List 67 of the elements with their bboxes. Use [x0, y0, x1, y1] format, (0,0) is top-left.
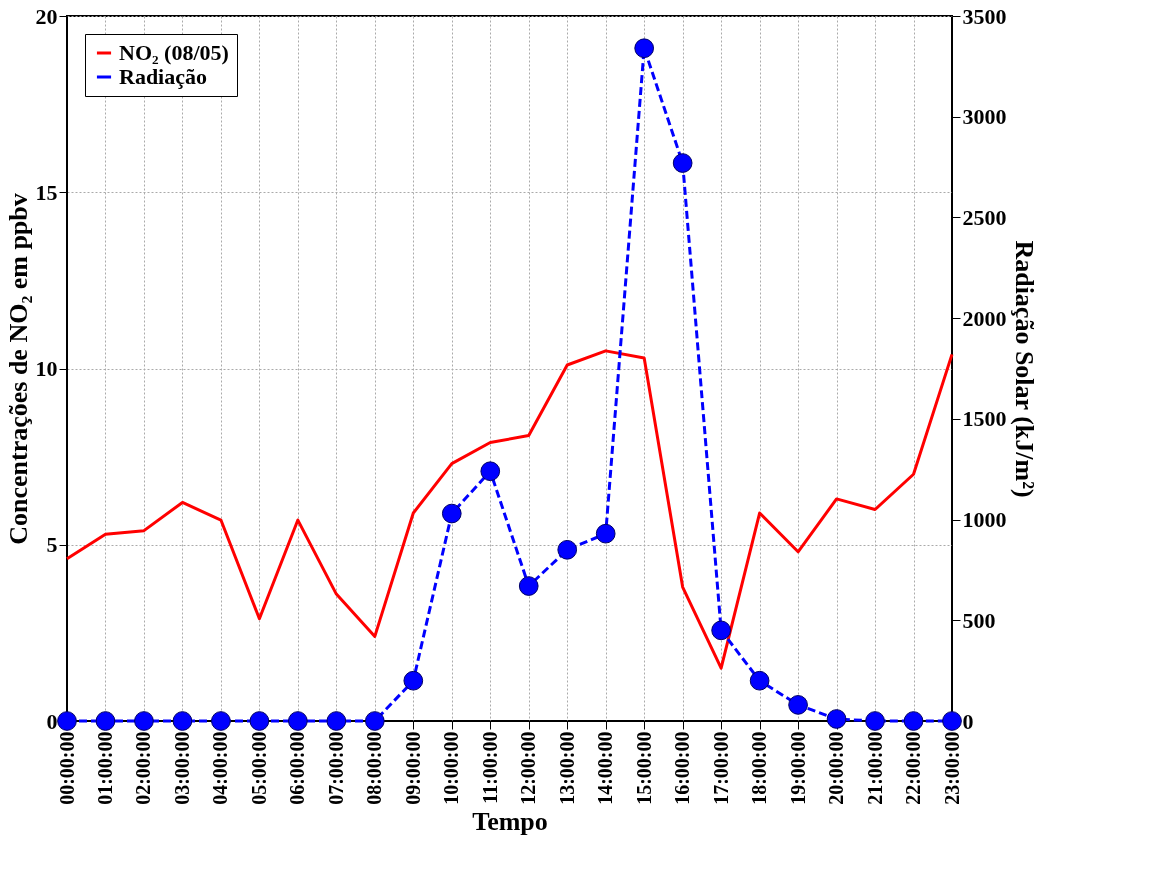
y2-tick-label: 2000	[962, 305, 1007, 331]
x-axis-title: Tempo	[472, 806, 548, 836]
x-tick-label: 15:00:00	[632, 731, 655, 805]
point	[480, 461, 501, 482]
x-tick-label: 01:00:00	[93, 731, 116, 805]
point	[942, 711, 962, 731]
x-tick-label: 05:00:00	[247, 731, 270, 805]
point	[557, 539, 578, 560]
point	[326, 711, 347, 731]
point	[518, 576, 539, 596]
x-tick-label: 08:00:00	[363, 731, 386, 805]
x-tick-label: 11:00:00	[478, 731, 501, 804]
x-tick-label: 21:00:00	[863, 731, 886, 805]
point	[634, 38, 655, 59]
y2-tick-label: 1500	[962, 406, 1007, 432]
point	[711, 620, 731, 641]
x-tick-label: 09:00:00	[401, 731, 424, 805]
y2-tick-label: 3000	[962, 104, 1007, 130]
x-tick-label: 16:00:00	[671, 731, 694, 805]
point	[134, 711, 154, 731]
y2-tick-label: 500	[962, 607, 996, 633]
point	[903, 711, 924, 731]
x-tick-label: 18:00:00	[748, 731, 771, 805]
x-tick-label: 03:00:00	[170, 731, 193, 805]
point	[249, 711, 270, 731]
point	[595, 523, 616, 544]
point	[211, 711, 231, 731]
point	[364, 711, 385, 731]
x-tick-label: 14:00:00	[594, 731, 617, 805]
x-tick-label: 10:00:00	[440, 731, 463, 805]
x-tick-label: 00:00:00	[55, 731, 78, 805]
x-tick-label: 23:00:00	[940, 731, 963, 805]
y2-tick-label: 2500	[962, 204, 1007, 230]
x-tick-label: 07:00:00	[324, 731, 347, 805]
x-tick-label: 20:00:00	[825, 731, 848, 805]
y-axis-title: Concentrações de NO₂ em ppbv	[3, 193, 33, 545]
legend-label: Radiação	[119, 64, 207, 89]
point	[172, 711, 193, 731]
point	[288, 711, 308, 731]
point	[672, 153, 693, 173]
y2-tick-label: 3500	[962, 3, 1007, 29]
x-tick-label: 12:00:00	[517, 731, 540, 805]
y-tick-label: 20	[35, 3, 58, 29]
y2-axis-title: Radiação Solar (kJ/m²)	[1009, 240, 1039, 498]
y-tick-label: 10	[35, 356, 58, 381]
point	[403, 670, 424, 691]
point	[95, 711, 116, 731]
point	[57, 711, 77, 731]
x-tick-label: 06:00:00	[286, 731, 309, 805]
line-series	[65, 349, 954, 670]
point	[749, 670, 770, 691]
y2-tick-label: 1000	[962, 507, 1007, 533]
x-tick-label: 04:00:00	[209, 731, 232, 805]
y-tick-label: 0	[46, 708, 58, 734]
point	[788, 695, 808, 715]
x-tick-label: 22:00:00	[902, 731, 925, 805]
point	[826, 709, 847, 729]
x-tick-label: 13:00:00	[555, 731, 578, 805]
point	[441, 503, 462, 524]
x-tick-label: 17:00:00	[709, 731, 732, 805]
point	[865, 711, 885, 731]
y-tick-label: 5	[46, 532, 58, 558]
y2-tick-label: 0	[962, 708, 974, 734]
legend-label: NO₂ (08/05)	[119, 40, 229, 65]
x-tick-label: 02:00:00	[132, 731, 155, 805]
y-tick-label: 15	[35, 179, 58, 205]
x-tick-label: 19:00:00	[786, 731, 809, 805]
